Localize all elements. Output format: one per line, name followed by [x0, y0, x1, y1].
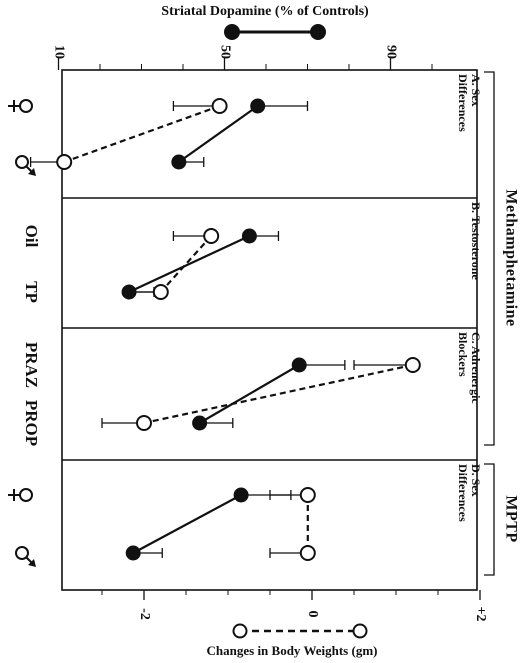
panel-1-category-label-1: TP	[22, 281, 41, 303]
panel-2-weight-point-1	[136, 415, 152, 431]
bottom-axis-title: Changes in Body Weights (gm)	[207, 643, 378, 658]
panel-0-weight-line	[63, 104, 220, 164]
panel-1-dopamine-line	[128, 235, 250, 293]
panel-3-label-line-0: D. Sex	[469, 464, 483, 497]
panel-0-label-line-1: Differences	[456, 74, 470, 132]
bottom-legend-marker-left	[232, 623, 248, 639]
top-legend-marker-left	[224, 24, 240, 40]
panel-2-weight-line	[143, 363, 414, 425]
panel-3-dopamine-line	[132, 494, 242, 554]
panel-3-dopamine-point-0	[233, 487, 249, 503]
panel-0-dopamine-point-1	[171, 154, 187, 170]
panel-0-male-icon-circle	[15, 155, 29, 169]
panel-2-dopamine-point-0	[291, 357, 307, 373]
group-brackets: Methamphetamine MPTP	[484, 71, 519, 576]
bottom-tick-label-2: +2	[473, 607, 488, 622]
top-tick-label-1: 50	[217, 45, 232, 59]
panel-1-label-line-0: B. Testosterone	[469, 202, 483, 280]
panel-1-weight-point-1	[152, 284, 169, 300]
top-tick-label-2: 90	[383, 45, 398, 59]
panel-1-category-label-0: Oil	[22, 225, 41, 248]
panel-2-category-label-0: PRAZ	[22, 342, 41, 388]
category-labels: Oil TP PRAZ PROP	[8, 99, 41, 567]
plot-frame	[61, 69, 478, 591]
group-label-methamphetamine: Methamphetamine	[502, 189, 519, 326]
panel-2-category-label-1: PROP	[22, 400, 41, 446]
panel-0-weight-point-0	[211, 98, 228, 114]
panel-0-dopamine-point-0	[250, 98, 266, 114]
panel-3-weight-point-1	[299, 545, 316, 561]
panel-2-label-line-0: C. Adrenergic	[469, 332, 483, 404]
methamphetamine-bracket	[484, 71, 495, 446]
bottom-tick-label-1: 0	[305, 611, 320, 618]
bottom-legend-marker-right	[352, 623, 368, 639]
panel-0-label-line-0: A. Sex	[469, 74, 483, 107]
top-tick-label-0: 10	[51, 45, 66, 59]
panel-dividers	[62, 197, 477, 461]
bottom-axis-ticks: -2 0 +2	[101, 590, 488, 622]
panel-0-dopamine-line	[178, 105, 259, 163]
panel-3-male-icon-circle	[15, 546, 29, 560]
panel-3-male-icon-arrow-head	[28, 559, 36, 567]
panel-1-weight-line	[159, 235, 213, 293]
panel-3-weight-point-0	[299, 487, 316, 503]
panel-1-weight-point-0	[203, 228, 220, 244]
panel-0-male-icon-arrow-head	[28, 168, 36, 176]
panel-2-dopamine-point-1	[192, 415, 208, 431]
panel-0-female-icon-circle	[19, 99, 33, 113]
panel-3-dopamine-point-1	[125, 545, 141, 561]
bottom-tick-label-0: -2	[137, 608, 152, 620]
panel-2-dopamine-line	[199, 364, 300, 424]
top-axis-ticks: 10 50 90	[51, 45, 433, 70]
panel-0-weight-point-1	[56, 154, 73, 170]
panel-2-label-line-1: Blockers	[456, 332, 470, 377]
panel-2-weight-point-0	[404, 357, 421, 373]
top-axis-title: Striatal Dopamine (% of Controls)	[161, 4, 369, 19]
panel-1-dopamine-point-1	[121, 284, 137, 300]
panel-1-dopamine-point-0	[241, 228, 257, 244]
top-legend-marker-right	[310, 24, 326, 40]
panel-3-label-line-1: Differences	[456, 464, 470, 522]
mptp-bracket	[484, 463, 495, 576]
panel-3-female-icon-circle	[19, 488, 33, 502]
group-label-mptp: MPTP	[502, 495, 519, 542]
chart-marks	[29, 98, 421, 561]
